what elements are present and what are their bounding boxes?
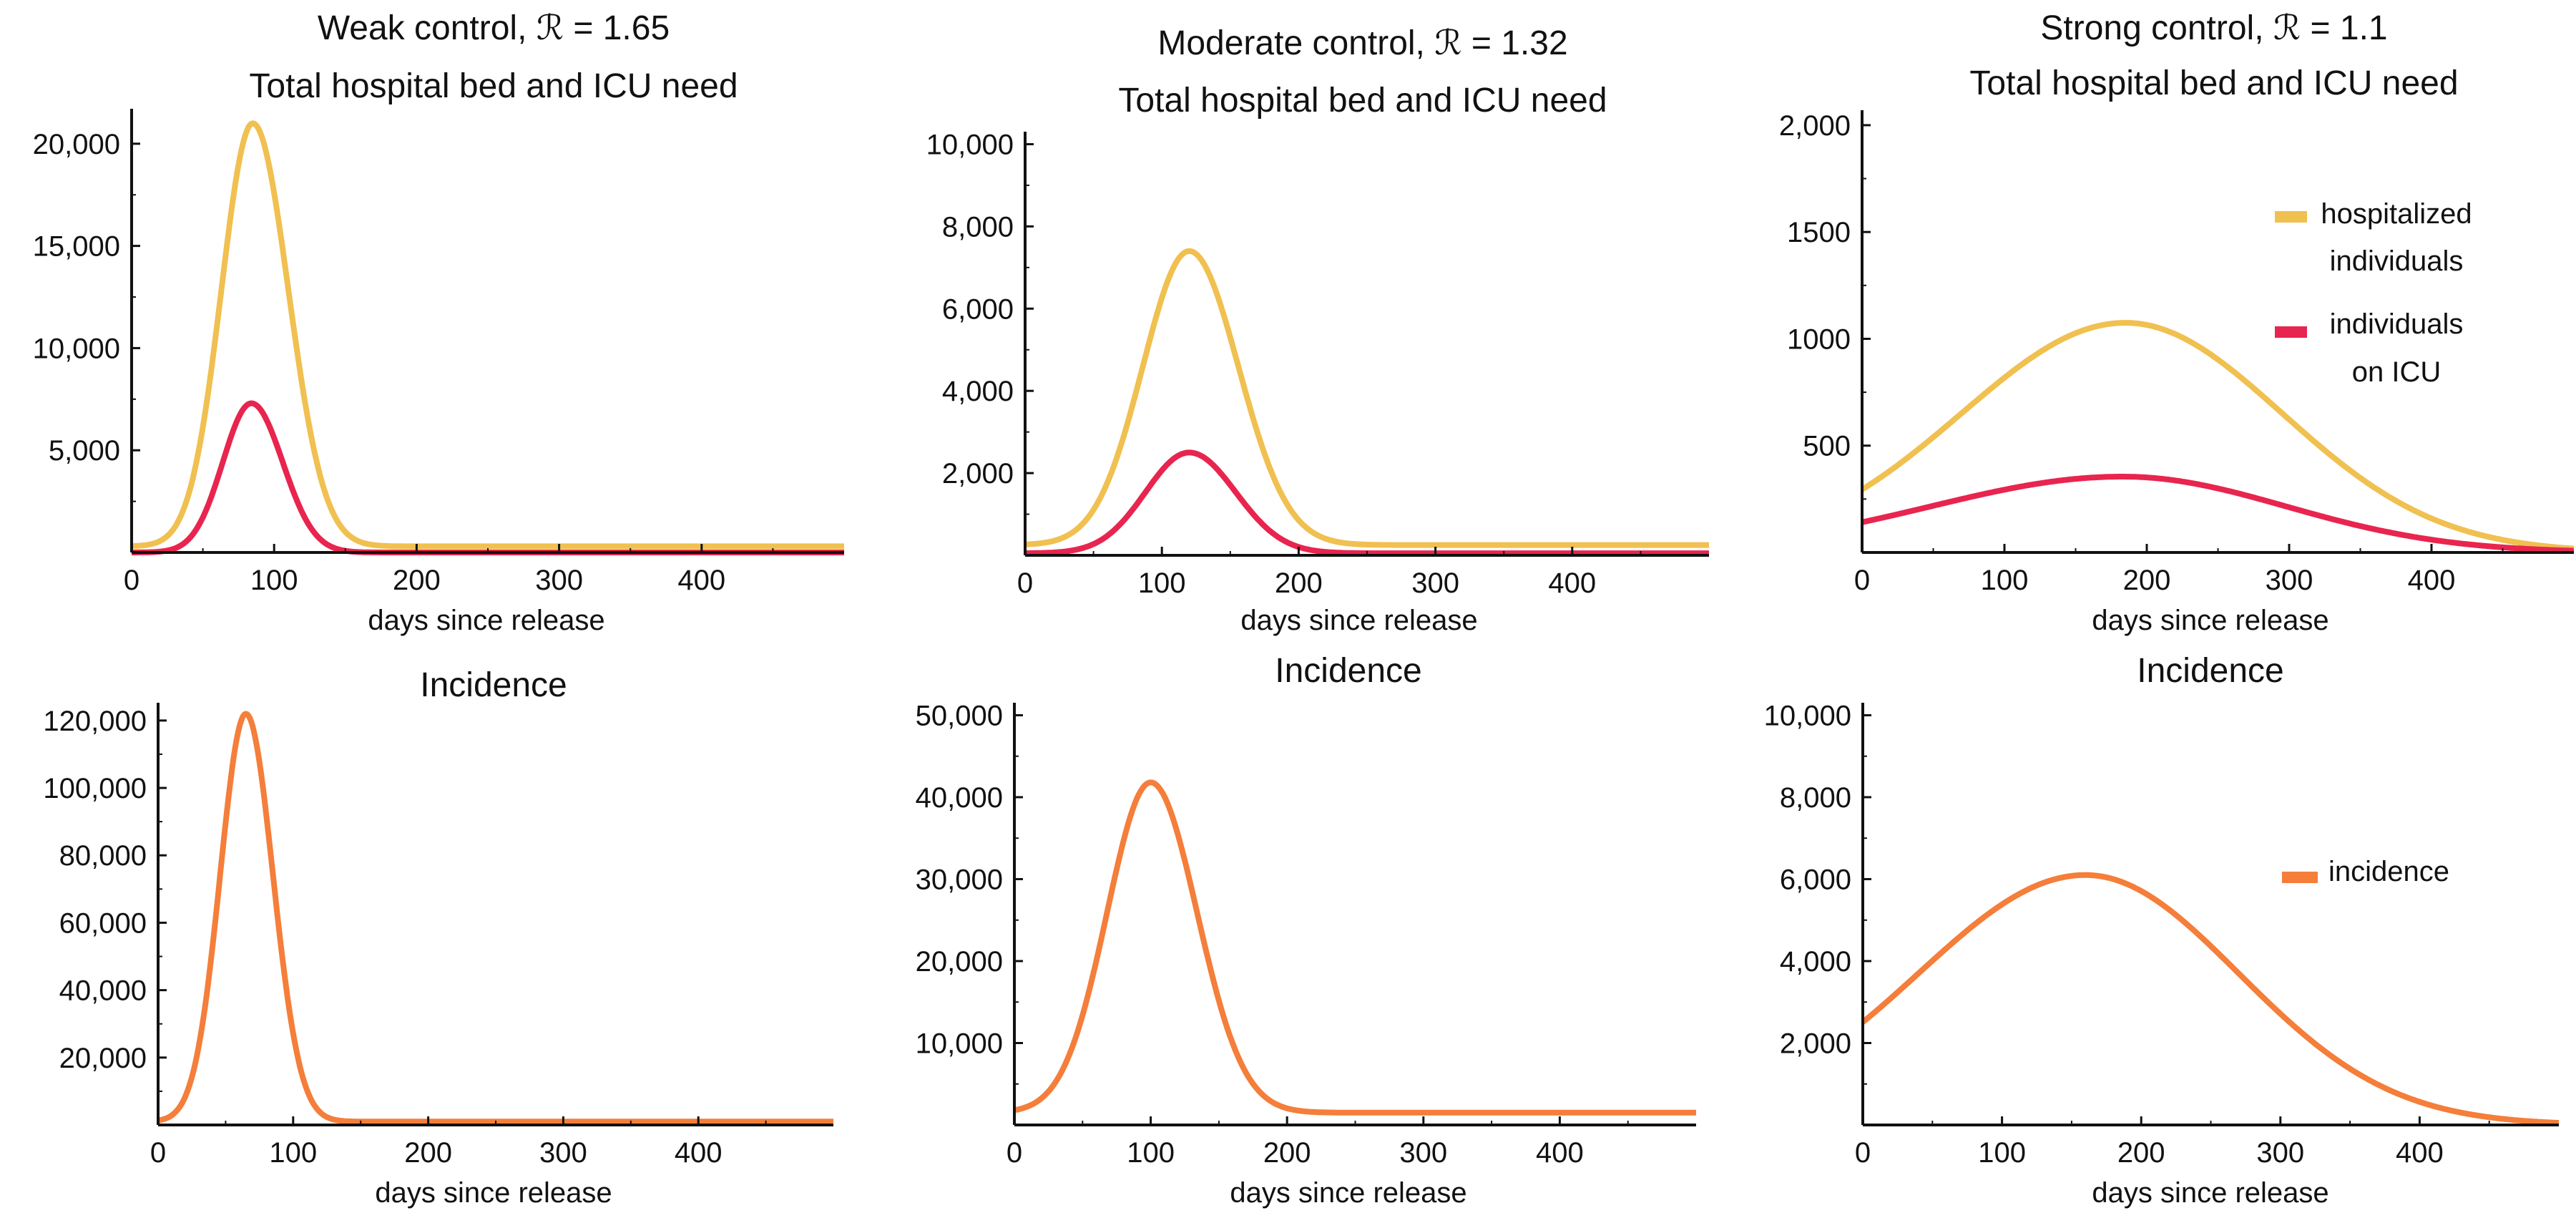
y-tick-label: 10,000 xyxy=(926,129,1014,160)
y-tick-label: 8,000 xyxy=(1780,782,1851,814)
legend-label-hospitalized-1: hospitalized xyxy=(2321,198,2472,230)
y-tick-label: 500 xyxy=(1803,431,1851,462)
x-tick-label: 300 xyxy=(539,1137,587,1169)
series-line-icu xyxy=(1861,474,2575,554)
series-line-incidence xyxy=(1012,779,1698,1116)
y-tick-label: 20,000 xyxy=(916,946,1003,978)
x-axis-label: days since release xyxy=(1240,605,1477,636)
x-tick-label: 100 xyxy=(1127,1137,1175,1169)
y-tick-label: 6,000 xyxy=(1780,864,1851,895)
x-tick-label: 100 xyxy=(1138,567,1186,599)
panel-moderate-incidence: Incidence days since release 0 100 200 300 4… xyxy=(916,652,1698,1209)
y-tick-label: 80,000 xyxy=(59,840,147,872)
x-tick-label: 200 xyxy=(2123,565,2171,596)
x-tick-label: 0 xyxy=(1017,567,1033,599)
panel-moderate-beds: Moderate control, ℛ = 1.32 Total hospita… xyxy=(926,24,1711,636)
x-tick-label: 300 xyxy=(2266,565,2313,596)
x-tick-label: 100 xyxy=(250,565,298,596)
y-tick-label: 2,000 xyxy=(942,458,1014,489)
x-tick-label: 100 xyxy=(1981,565,2029,596)
x-tick-label: 0 xyxy=(1855,1137,1871,1169)
x-tick-label: 400 xyxy=(1548,567,1596,599)
panel-title: Incidence xyxy=(2137,652,2283,690)
x-tick-label: 0 xyxy=(124,565,139,596)
y-tick-label: 5,000 xyxy=(49,435,120,467)
x-tick-label: 200 xyxy=(393,565,441,596)
x-tick-label: 200 xyxy=(1275,567,1323,599)
x-tick-label: 200 xyxy=(404,1137,452,1169)
panel-strong-beds: Strong control, ℛ = 1.1 Total hospital b… xyxy=(1779,9,2575,636)
legend-label-incidence: incidence xyxy=(2328,856,2449,887)
y-tick-label: 4,000 xyxy=(942,376,1014,407)
series-line-incidence xyxy=(1861,872,2561,1126)
series-line-incidence xyxy=(156,711,836,1125)
panel-title: Incidence xyxy=(1275,652,1421,690)
panel-title: Incidence xyxy=(420,666,567,704)
y-tick-label: 4,000 xyxy=(1780,946,1851,978)
panel-title: Moderate control, ℛ = 1.32 xyxy=(1157,24,1567,62)
x-axis-label: days since release xyxy=(2092,1177,2328,1209)
x-tick-label: 400 xyxy=(675,1137,723,1169)
y-tick-label: 100,000 xyxy=(43,773,147,804)
x-tick-label: 400 xyxy=(677,565,725,596)
x-tick-label: 200 xyxy=(2117,1137,2165,1169)
x-axis-label: days since release xyxy=(2092,605,2328,636)
x-tick-label: 300 xyxy=(535,565,583,596)
x-axis-label: days since release xyxy=(375,1177,612,1209)
panel-subtitle: Total hospital bed and ICU need xyxy=(1969,64,2458,102)
panel-subtitle: Total hospital bed and ICU need xyxy=(1118,82,1607,120)
legend-label-icu-1: individuals xyxy=(2330,308,2464,340)
x-tick-label: 400 xyxy=(1536,1137,1584,1169)
y-tick-label: 20,000 xyxy=(33,129,120,160)
y-tick-label: 2,000 xyxy=(1780,1028,1851,1059)
y-tick-label: 15,000 xyxy=(33,231,120,263)
x-tick-label: 300 xyxy=(1411,567,1459,599)
y-tick-label: 8,000 xyxy=(942,211,1014,243)
x-tick-label: 300 xyxy=(1399,1137,1447,1169)
y-tick-label: 10,000 xyxy=(33,333,120,364)
series-line-hospitalized xyxy=(1860,320,2575,552)
panel-weak-incidence: Incidence days since release 0 100 200 300 4… xyxy=(43,666,836,1209)
x-tick-label: 300 xyxy=(2256,1137,2304,1169)
panel-weak-beds: Weak control, ℛ = 1.65 Total hospital be… xyxy=(33,9,846,636)
y-tick-label: 40,000 xyxy=(916,782,1003,814)
series-line-icu xyxy=(1023,449,1711,557)
x-axis-label: days since release xyxy=(1230,1177,1466,1209)
x-tick-label: 0 xyxy=(1854,565,1870,596)
x-tick-label: 100 xyxy=(1978,1137,2026,1169)
x-tick-label: 400 xyxy=(2396,1137,2444,1169)
series-line-hospitalized xyxy=(130,120,846,550)
y-tick-label: 10,000 xyxy=(916,1028,1003,1059)
x-tick-label: 100 xyxy=(269,1137,317,1169)
y-tick-label: 120,000 xyxy=(43,706,147,737)
legend-label-hospitalized-2: individuals xyxy=(2330,245,2464,277)
y-tick-label: 1500 xyxy=(1787,217,1851,248)
y-tick-label: 40,000 xyxy=(59,975,147,1007)
legend-label-icu-2: on ICU xyxy=(2352,356,2442,388)
x-tick-label: 0 xyxy=(150,1137,166,1169)
x-tick-label: 200 xyxy=(1263,1137,1311,1169)
x-tick-label: 0 xyxy=(1007,1137,1022,1169)
y-tick-label: 50,000 xyxy=(916,700,1003,731)
y-tick-label: 30,000 xyxy=(916,864,1003,895)
panel-title: Strong control, ℛ = 1.1 xyxy=(2040,9,2387,47)
y-tick-label: 2,000 xyxy=(1779,110,1851,142)
panel-title: Weak control, ℛ = 1.65 xyxy=(318,9,670,47)
y-tick-label: 10,000 xyxy=(1764,700,1851,731)
y-tick-label: 20,000 xyxy=(59,1043,147,1074)
series-line-hospitalized xyxy=(1023,248,1711,548)
panel-subtitle: Total hospital bed and ICU need xyxy=(249,67,738,105)
y-tick-label: 60,000 xyxy=(59,907,147,939)
series-line-icu xyxy=(130,400,846,555)
x-axis-label: days since release xyxy=(368,605,604,636)
y-tick-label: 1000 xyxy=(1787,323,1851,355)
panel-strong-incidence: Incidence days since release incidence 0… xyxy=(1764,652,2561,1209)
y-tick-label: 6,000 xyxy=(942,293,1014,325)
x-tick-label: 400 xyxy=(2408,565,2456,596)
